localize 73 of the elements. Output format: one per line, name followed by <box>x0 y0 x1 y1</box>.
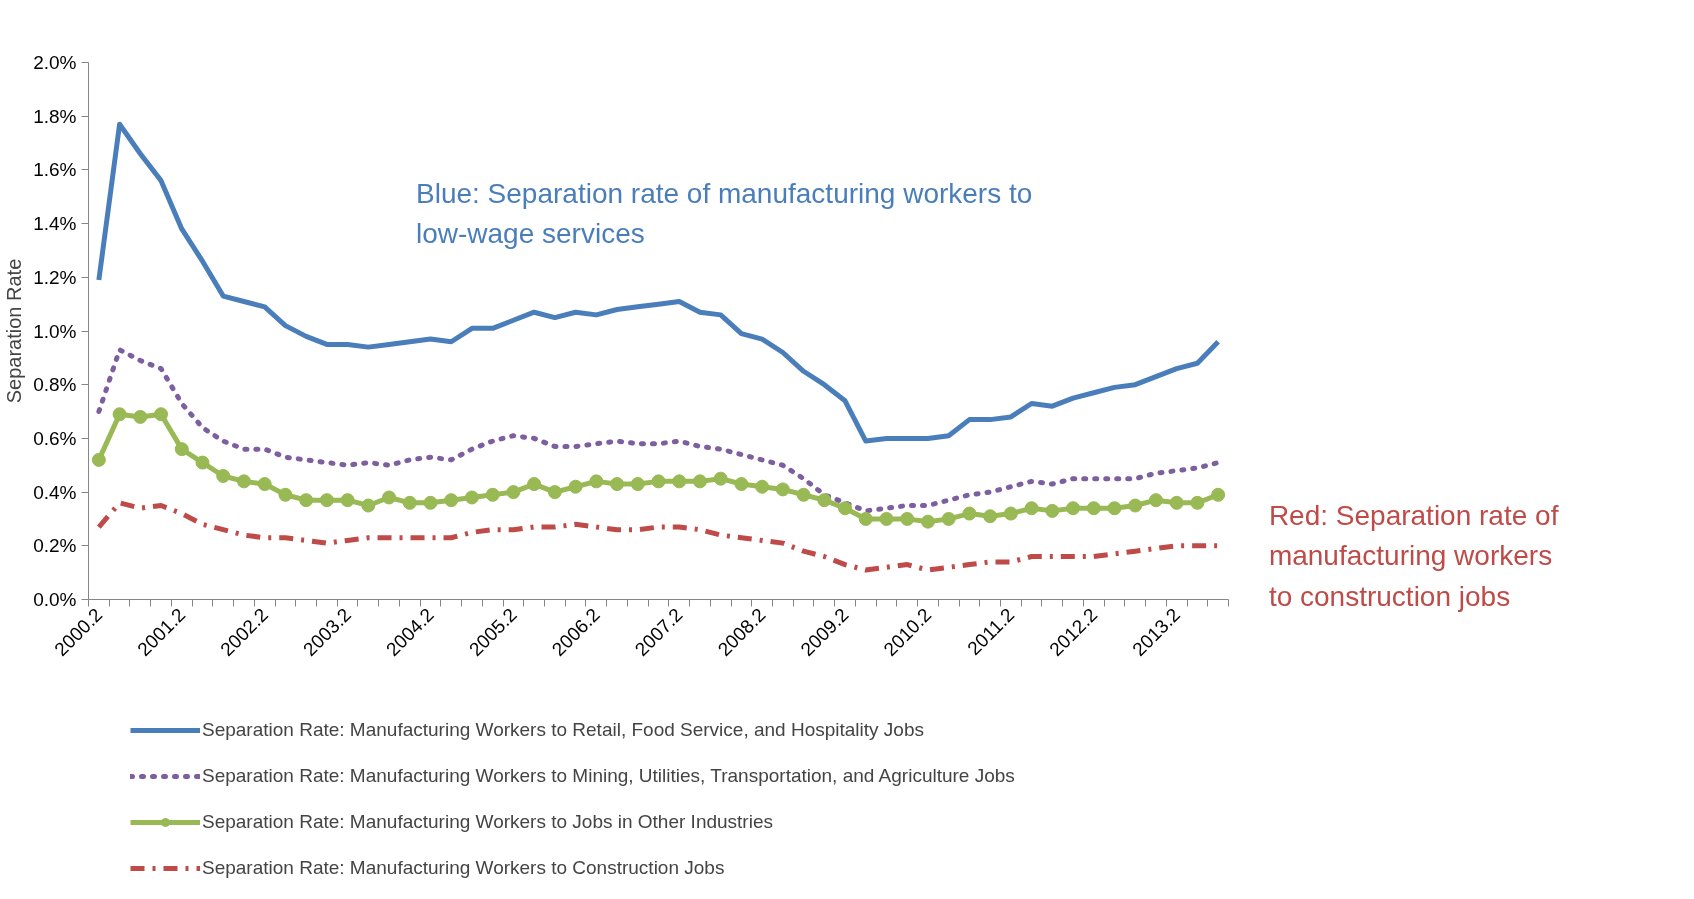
y-axis-title: Separation Rate <box>3 258 26 404</box>
point <box>319 493 334 508</box>
point <box>610 477 625 492</box>
point <box>1086 501 1101 516</box>
point <box>1211 487 1226 502</box>
y-tick-label: 1.6% <box>33 159 77 181</box>
point <box>900 511 915 526</box>
point <box>133 409 148 424</box>
point <box>485 487 500 502</box>
point <box>154 407 169 422</box>
y-tick-label: 1.8% <box>33 105 77 127</box>
point <box>1190 495 1205 510</box>
point <box>796 487 811 502</box>
point <box>361 498 376 513</box>
point <box>838 501 853 516</box>
y-tick-label: 2.0% <box>33 52 77 73</box>
point <box>1169 495 1184 510</box>
point <box>713 471 728 486</box>
y-tick-label: 1.0% <box>33 320 77 342</box>
y-tick-label: 1.4% <box>33 213 77 235</box>
point <box>527 477 542 492</box>
text: Red: Separation rate of manufacturing workers to construction jobs <box>1268 500 1559 612</box>
point <box>195 455 210 470</box>
point <box>506 485 521 500</box>
y-tick-label: 0.4% <box>33 481 77 503</box>
point <box>568 479 583 494</box>
point <box>257 477 272 492</box>
point <box>216 469 231 483</box>
point <box>382 490 397 505</box>
point <box>278 487 293 502</box>
point <box>858 511 873 526</box>
y-tick-label: 0.0% <box>33 589 77 610</box>
point <box>962 506 977 521</box>
point <box>464 490 479 505</box>
legend-label: Separation Rate: Manufacturing Workers to Retail, Food Service, and Hospitality Jobs <box>202 719 924 741</box>
point <box>547 485 562 500</box>
point <box>444 493 459 508</box>
point <box>879 511 894 526</box>
point <box>299 493 314 508</box>
y-tick-label: 0.8% <box>33 374 77 396</box>
point <box>174 442 189 457</box>
y-tick-label: 0.2% <box>33 535 77 557</box>
point <box>920 514 935 529</box>
legend-label: Separation Rate: Manufacturing Workers to Construction Jobs <box>202 857 725 879</box>
y-tick-label: 0.6% <box>33 427 77 449</box>
point <box>1024 501 1039 516</box>
point <box>1128 498 1143 513</box>
point <box>1003 506 1018 521</box>
point <box>983 509 998 524</box>
point <box>112 407 127 422</box>
point <box>236 474 251 489</box>
point <box>775 482 790 497</box>
point <box>734 477 749 492</box>
y-tick-label: 1.2% <box>33 266 77 288</box>
point <box>1148 493 1163 508</box>
point <box>1066 501 1081 516</box>
point <box>91 452 106 467</box>
legend-label: Separation Rate: Manufacturing Workers to Mining, Utilities, Transportation, and Agriculture Jobs <box>202 765 1015 787</box>
point <box>692 474 707 489</box>
point <box>1045 503 1060 518</box>
point <box>340 493 355 508</box>
point <box>941 511 956 526</box>
point <box>423 495 438 510</box>
legend-label: Separation Rate: Manufacturing Workers to Jobs in Other Industries <box>202 811 773 833</box>
point <box>402 495 417 510</box>
annotation: Blue: Separation rate of manufacturing workers to low-wage services <box>415 177 1033 250</box>
point <box>755 479 770 494</box>
point <box>817 493 832 508</box>
point <box>589 474 604 489</box>
point <box>672 474 687 489</box>
point <box>630 477 645 492</box>
point <box>651 474 666 489</box>
point <box>1107 501 1122 516</box>
